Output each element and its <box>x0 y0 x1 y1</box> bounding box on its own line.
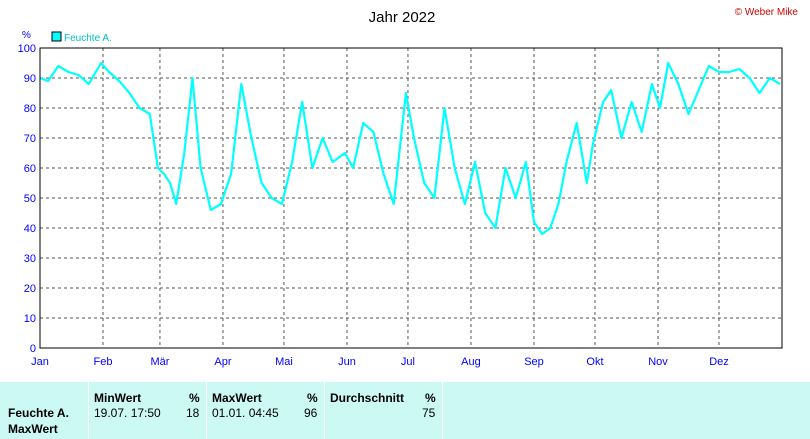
chart-background <box>0 0 810 380</box>
y-tick-label: 20 <box>24 283 36 295</box>
y-tick-label: 100 <box>18 43 36 55</box>
y-tick-label: 0 <box>30 343 36 355</box>
x-tick-label: Aug <box>461 356 481 368</box>
y-tick-label: 40 <box>24 223 36 235</box>
x-tick-label: Jul <box>401 356 415 368</box>
x-tick-label: Jun <box>338 356 356 368</box>
x-tick-label: Dez <box>709 356 729 368</box>
humidity-chart: Jahr 2022 © Weber Mike % Feuchte A. 0 10 2… <box>0 0 810 380</box>
y-tick-label: 80 <box>24 103 36 115</box>
stats-divider <box>206 382 207 439</box>
x-tick-label: Mai <box>275 356 293 368</box>
x-tick-label: Okt <box>586 356 603 368</box>
y-tick-label: 90 <box>24 73 36 85</box>
y-tick-label: 60 <box>24 163 36 175</box>
stats-panel: MinWert % MaxWert % Durchschnitt % Feuch… <box>0 382 810 439</box>
stats-divider <box>324 382 325 439</box>
max-value: 96 <box>304 406 318 420</box>
legend-label: Feuchte A. <box>64 33 112 44</box>
max-unit: % <box>307 391 318 405</box>
y-axis-label: % <box>22 30 31 41</box>
x-tick-label: Jan <box>31 356 49 368</box>
plot-frame <box>39 47 783 349</box>
min-value: 18 <box>186 406 200 420</box>
x-tick-label: Feb <box>94 356 113 368</box>
avg-header: Durchschnitt <box>330 391 405 405</box>
stats-row-label: Feuchte A. <box>8 406 69 420</box>
avg-value: 75 <box>422 406 436 420</box>
x-tick-label: Nov <box>648 356 668 368</box>
max-time: 01.01. 04:45 <box>212 406 279 420</box>
stats-divider <box>88 382 89 439</box>
min-time: 19.07. 17:50 <box>94 406 161 420</box>
chart-title: Jahr 2022 <box>369 9 436 26</box>
min-header: MinWert <box>94 391 142 405</box>
max-header: MaxWert <box>212 391 262 405</box>
x-tick-label: Apr <box>214 356 231 368</box>
series-line-feuchte <box>39 61 781 236</box>
y-tick-label: 50 <box>24 193 36 205</box>
avg-unit: % <box>425 391 436 405</box>
x-tick-label: Sep <box>524 356 544 368</box>
stats-divider <box>442 382 443 439</box>
legend-swatch <box>51 31 62 42</box>
y-tick-label: 30 <box>24 253 36 265</box>
x-tick-label: Mär <box>150 356 169 368</box>
stats-row-label-2: MaxWert <box>8 422 58 436</box>
y-tick-label: 70 <box>24 133 36 145</box>
x-tick-labels: Jan Feb Mär Apr Mai Jun Jul Aug Sep Okt Nov Dez <box>31 356 729 368</box>
min-unit: % <box>189 391 200 405</box>
y-tick-labels: 0 10 20 30 40 50 60 70 80 90 100 <box>18 43 36 355</box>
credit-label: © Weber Mike <box>735 7 799 18</box>
y-tick-label: 10 <box>24 313 36 325</box>
